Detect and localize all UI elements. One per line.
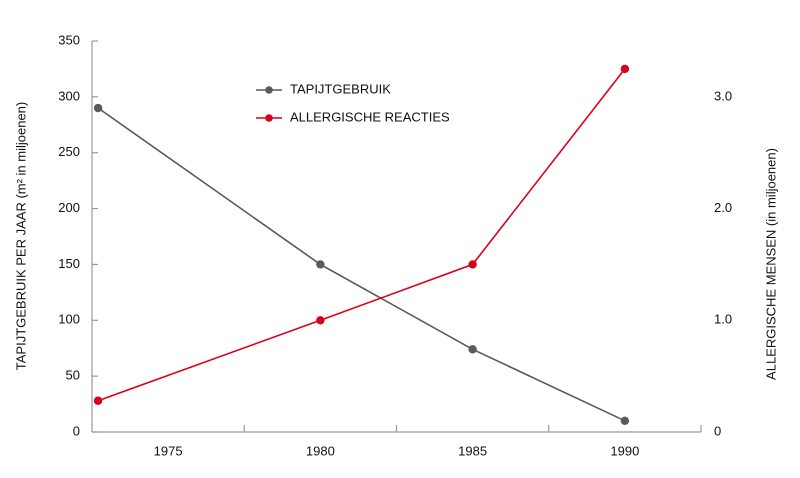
y-tick-label: 250: [58, 144, 80, 159]
x-tick-label: 1975: [154, 443, 183, 458]
x-tick-label: 1985: [458, 443, 487, 458]
data-point: [93, 103, 103, 113]
legend-label: ALLERGISCHE REACTIES: [290, 109, 450, 124]
y2-tick-label: 0: [714, 423, 721, 438]
data-point: [316, 260, 325, 269]
y-tick-label: 200: [58, 200, 80, 215]
series-line: [97, 68, 626, 402]
series-line: [97, 107, 626, 422]
data-point: [93, 396, 103, 405]
data-point: [468, 345, 477, 354]
y-tick-label: 50: [66, 368, 80, 383]
y-tick-label: 300: [58, 88, 80, 103]
data-point: [468, 260, 477, 269]
data-point: [620, 416, 630, 426]
legend-marker: [265, 86, 273, 94]
data-point: [316, 316, 325, 325]
legend-marker: [265, 114, 273, 122]
y2-tick-label: 2.0: [714, 200, 732, 215]
y-tick-label: 100: [58, 312, 80, 327]
y-tick-label: 350: [58, 32, 80, 47]
y2-tick-label: 3.0: [714, 88, 732, 103]
x-tick-label: 1980: [306, 443, 335, 458]
y2-axis-title: ALLERGISCHE MENSEN (in miljoenen): [763, 148, 778, 380]
y-tick-label: 150: [58, 256, 80, 271]
legend-label: TAPIJTGEBRUIK: [290, 81, 391, 96]
x-tick-label: 1990: [610, 443, 639, 458]
y2-tick-label: 1.0: [714, 312, 732, 327]
y-axis-title: TAPIJTGEBRUIK PER JAAR (m² in miljoenen): [13, 102, 28, 370]
y-tick-label: 0: [73, 423, 80, 438]
data-point: [620, 64, 630, 74]
